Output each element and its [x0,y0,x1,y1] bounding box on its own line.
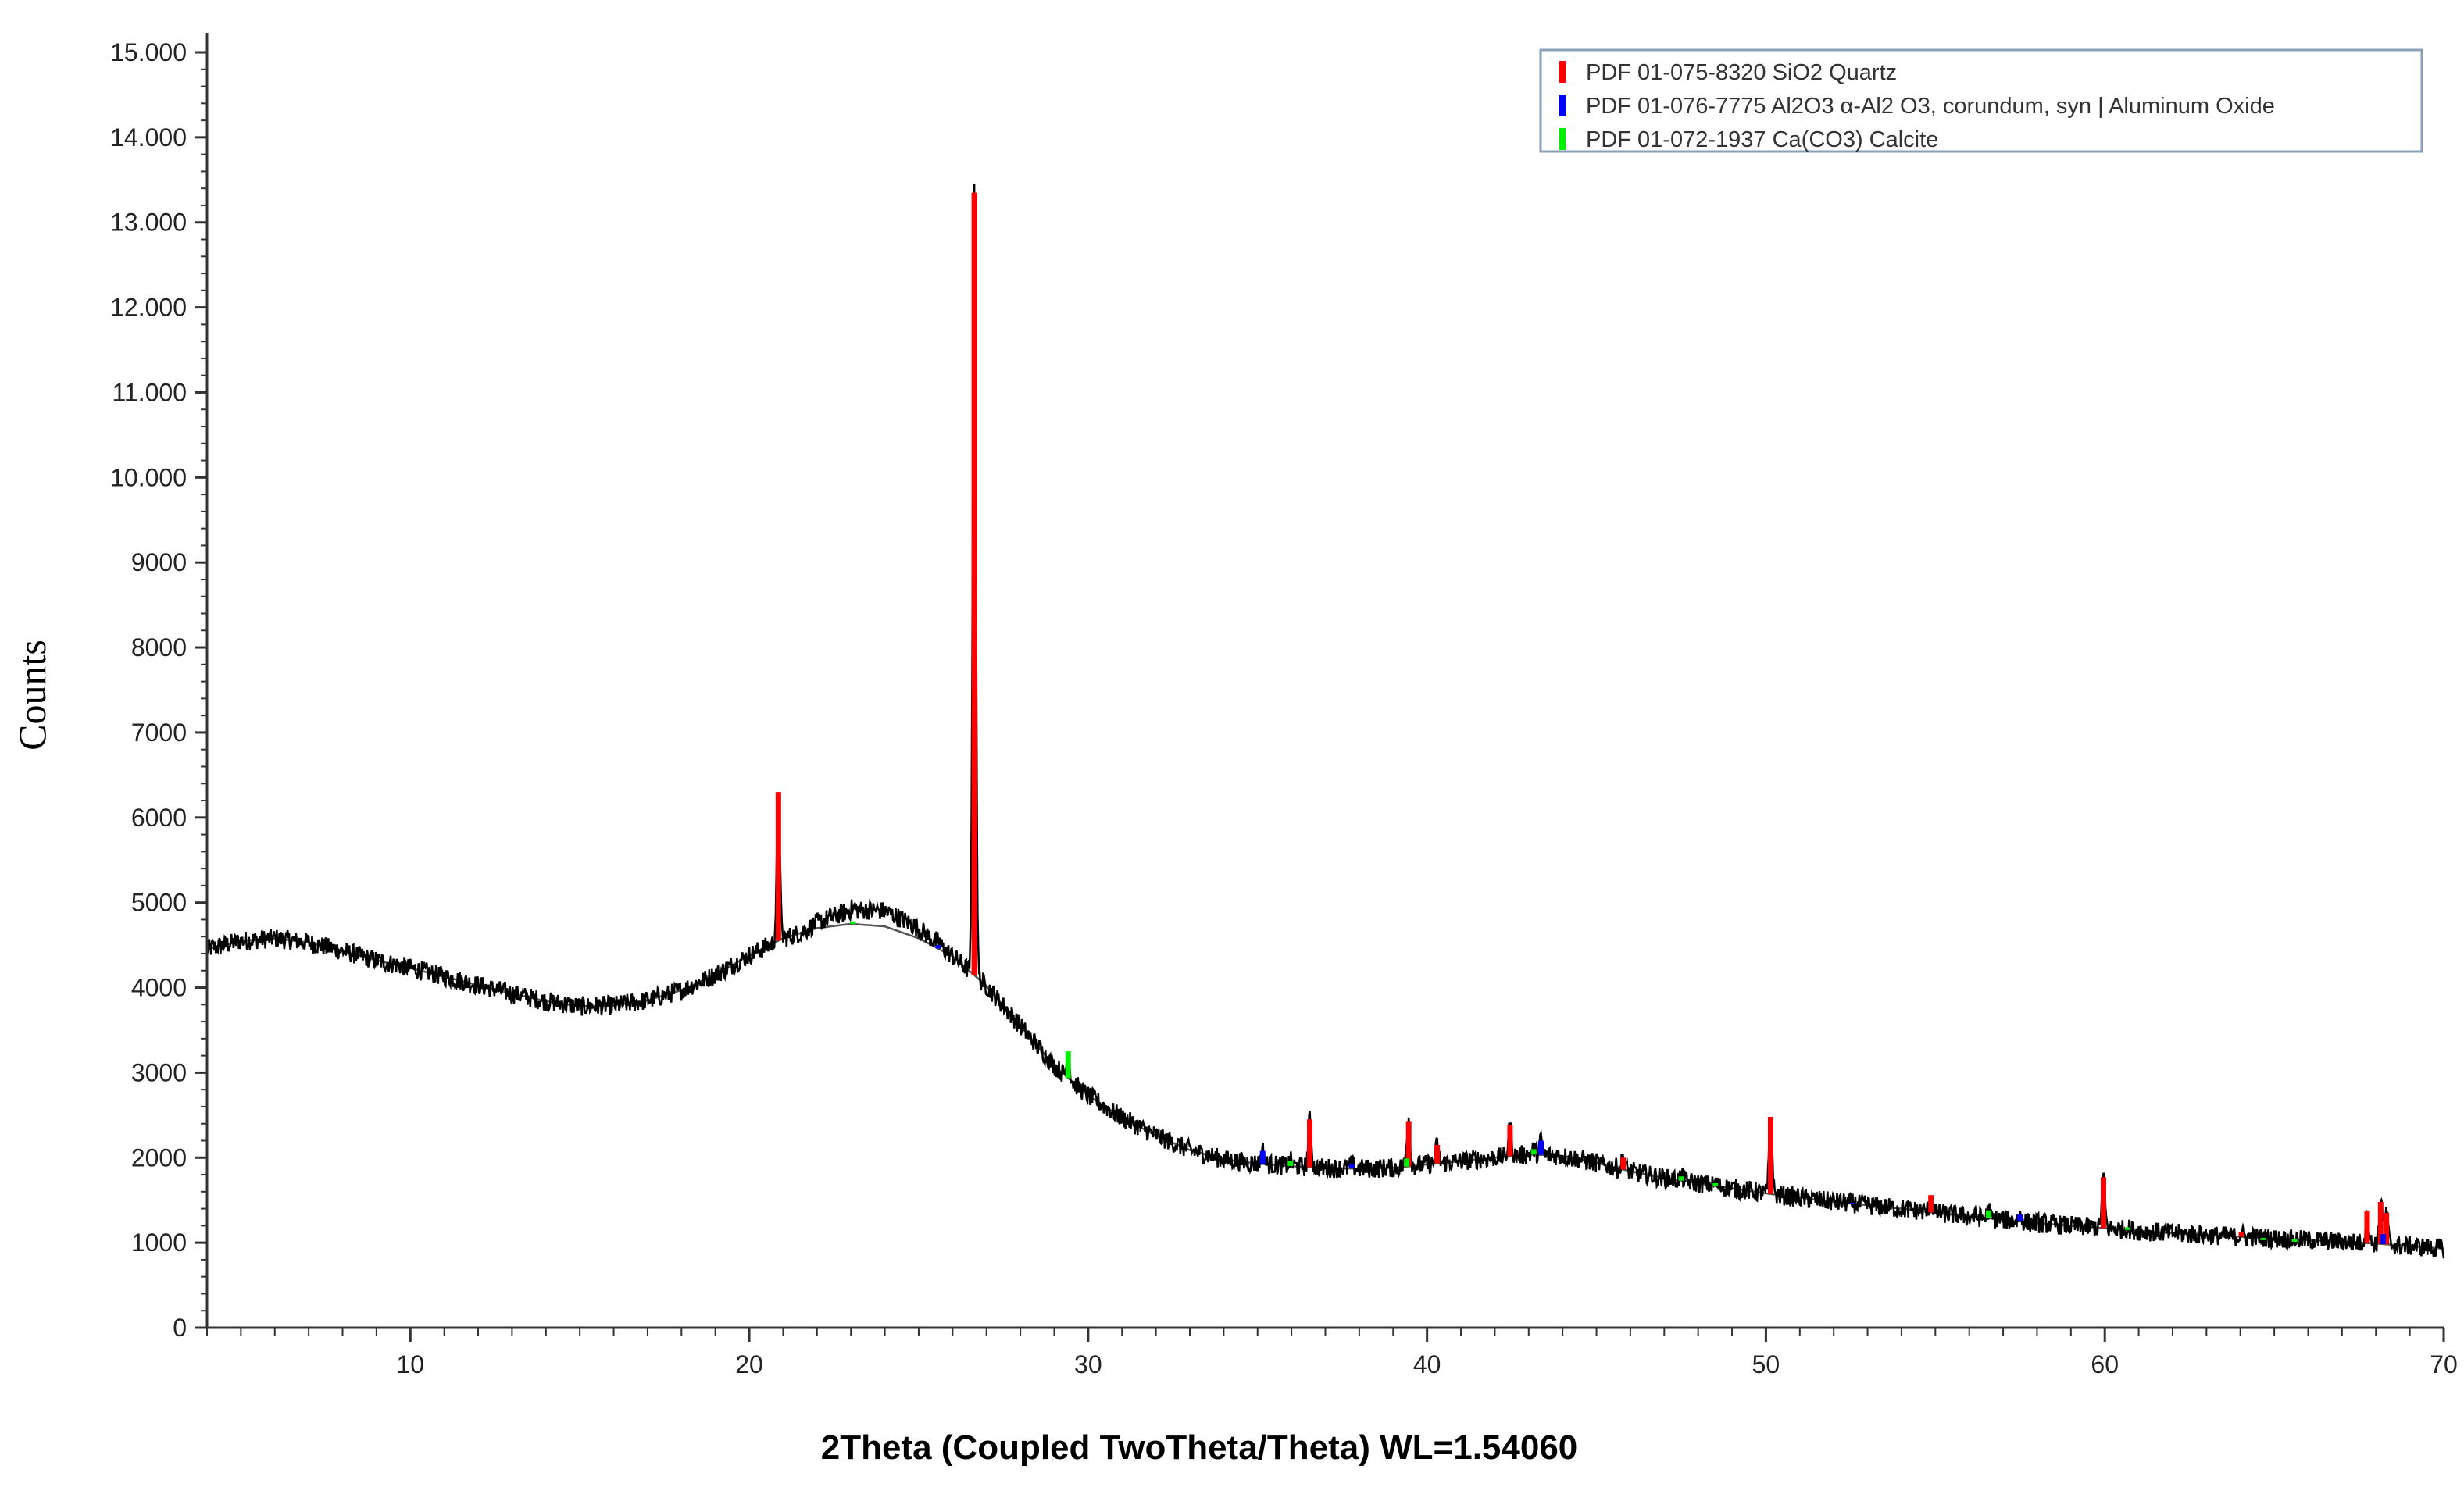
legend-entry: PDF 01-075-8320 SiO2 Quartz [1586,60,1897,85]
y-tick-label: 5000 [131,889,187,917]
legend-entry: PDF 01-076-7775 Al2O3 α-Al2 O3, corundum… [1586,94,2275,119]
phase-peaks [775,192,2390,1245]
x-tick-label: 40 [1413,1350,1441,1378]
y-tick-label: 6000 [131,804,187,832]
legend-entry: PDF 01-072-1937 Ca(CO3) Calcite [1586,127,1938,152]
x-tick-label: 10 [396,1350,424,1378]
axes [205,33,2444,1329]
y-tick-label: 11.000 [112,378,187,406]
y-tick-label: 7000 [131,719,187,747]
x-axis-label: 2Theta (Coupled TwoTheta/Theta) WL=1.540… [821,1428,1578,1467]
background-curve [206,922,2444,1250]
y-tick-label: 15.000 [110,38,187,66]
y-tick-label: 14.000 [110,123,187,152]
x-tick-label: 20 [735,1350,763,1378]
series-1 [935,945,2386,1244]
x-tick-label: 30 [1074,1350,1102,1378]
y-tick-label: 8000 [131,633,187,662]
y-tick-label: 9000 [131,548,187,576]
legend-swatch [1559,61,1566,83]
diffraction-pattern [205,183,2445,1259]
y-tick-label: 10.000 [110,463,187,491]
y-tick-label: 4000 [131,974,187,1002]
y-tick-label: 13.000 [110,209,187,237]
y-tick-label: 2000 [131,1143,187,1172]
y-axis-label: Counts [10,640,54,751]
legend-swatch [1559,95,1566,116]
diffraction-pattern-line [205,183,2445,1259]
legend-box [1539,48,2423,153]
x-tick-label: 70 [2430,1350,2458,1378]
y-tick-label: 1000 [131,1229,187,1257]
axis-ticks: 0 1000 2000 3000 4000 5000 6000 7000 8000 9000 10.… [110,38,2458,1378]
x-tick-label: 60 [2091,1350,2119,1378]
x-tick-label: 50 [1752,1350,1780,1378]
y-tick-label: 0 [173,1314,187,1342]
series-0 [775,192,2390,1245]
legend-swatch [1559,128,1566,150]
series-2 [850,921,2298,1243]
legend: PDF 01-075-8320 SiO2 Quartz PDF 01-076-77… [1539,48,2423,153]
y-tick-label: 3000 [131,1058,187,1086]
y-tick-label: 12.000 [110,294,187,322]
